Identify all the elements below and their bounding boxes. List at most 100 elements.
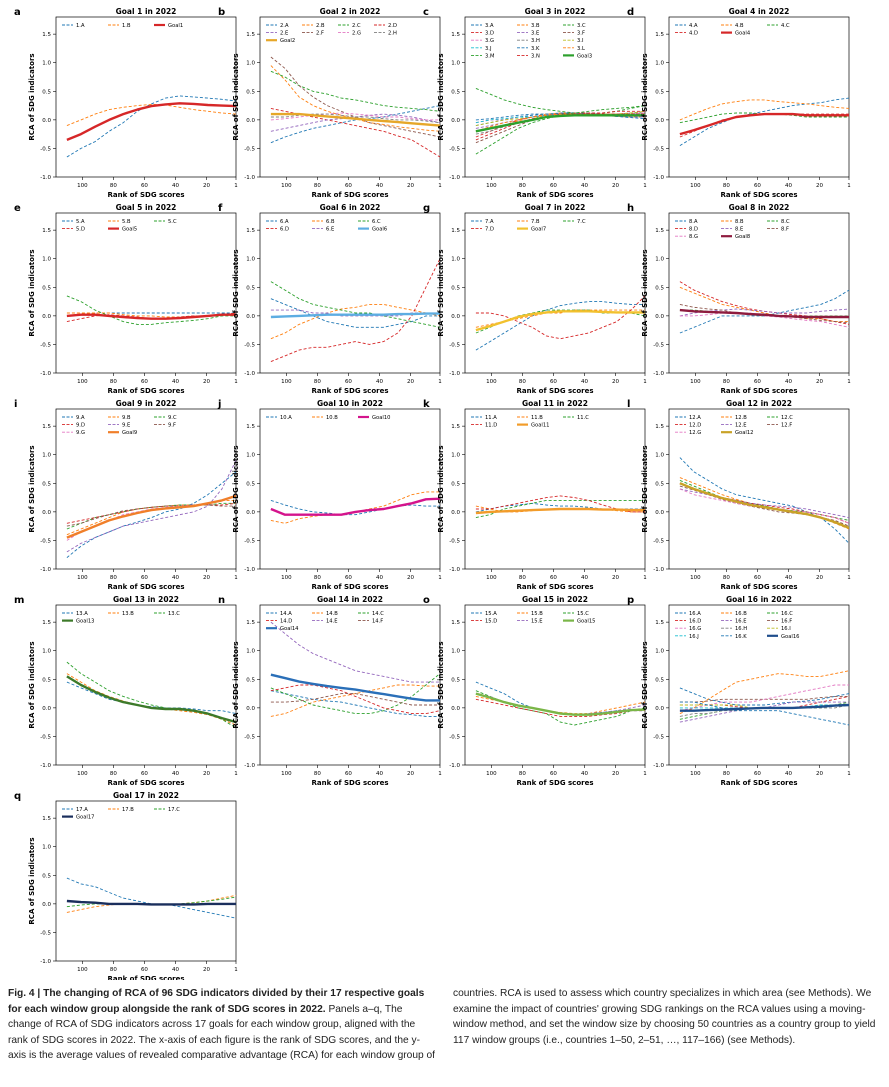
series-line-7.B: [475, 309, 645, 328]
series-line-14.E: [270, 621, 440, 683]
legend-label: 8.D: [689, 227, 698, 233]
y-tick-label: -0.5: [653, 734, 664, 740]
legend-label: 9.A: [76, 415, 85, 421]
legend-label: Goal5: [122, 227, 137, 233]
y-tick-label: 1.5: [246, 228, 255, 234]
y-tick-label: -1.0: [244, 763, 255, 769]
x-tick-label: 20: [407, 575, 414, 581]
series-line-1.B: [66, 103, 236, 127]
y-axis-label: RCA of SDG indicators: [641, 53, 649, 140]
series-group: [475, 295, 645, 351]
x-tick-label: 100: [690, 771, 701, 777]
y-tick-label: 1.0: [246, 61, 255, 67]
legend-label: 14.F: [372, 619, 383, 625]
y-tick-label: 0.5: [42, 873, 51, 879]
x-tick-label: 60: [754, 183, 761, 189]
y-tick-label: 0.5: [42, 677, 51, 683]
legend-label: 2.B: [316, 23, 325, 29]
plot-frame: [259, 212, 441, 374]
series-line-16.G: [679, 684, 849, 712]
x-axis-label: Rank of SDG scores: [107, 191, 184, 199]
y-tick-label: 0.0: [42, 902, 51, 908]
series-line-Goal10: [270, 497, 440, 516]
panel-a: a Goal 1 in 2022 -1.0 -0.5 0.0 0.5 1.0 1.5 100 80…: [14, 7, 238, 199]
y-tick-label: -1.0: [653, 371, 664, 377]
series-group: [66, 295, 236, 325]
legend-label: 5.B: [122, 219, 131, 225]
legend-label: 17.B: [122, 807, 134, 813]
x-tick-label: 20: [203, 967, 210, 973]
x-tick-label: 80: [519, 183, 526, 189]
legend-label: 16.B: [735, 611, 747, 617]
x-tick-label: 60: [345, 183, 352, 189]
legend-label: 7.C: [577, 219, 586, 225]
plot-frame: [55, 212, 237, 374]
y-tick-label: 0.5: [451, 285, 460, 291]
series-line-6.C: [270, 281, 440, 328]
series-line-Goal13: [66, 675, 236, 724]
x-tick-label: 40: [376, 575, 383, 581]
y-tick-label: 1.5: [246, 424, 255, 430]
legend-label: 3.B: [531, 23, 540, 29]
x-tick-label: 60: [345, 575, 352, 581]
x-axis-label: Rank of SDG scores: [107, 975, 184, 980]
legend-label: 7.B: [531, 219, 540, 225]
series-line-17.A: [66, 877, 236, 919]
y-tick-label: -1.0: [40, 763, 51, 769]
y-tick-label: 1.0: [655, 453, 664, 459]
y-tick-label: -0.5: [653, 342, 664, 348]
x-tick-label: 60: [345, 771, 352, 777]
x-tick-label: 100: [77, 967, 88, 973]
series-line-2.C: [270, 70, 440, 112]
panel-letter: e: [14, 203, 21, 214]
x-tick-label: 60: [754, 771, 761, 777]
x-tick-label: 40: [376, 771, 383, 777]
legend-label: 3.J: [485, 46, 492, 52]
x-tick-label: 80: [110, 771, 117, 777]
panel-letter: h: [627, 203, 634, 214]
y-tick-label: 0.0: [655, 118, 664, 124]
series-line-5.A: [66, 312, 236, 317]
x-axis-label: Rank of SDG scores: [107, 387, 184, 395]
panel-letter: i: [14, 399, 17, 410]
legend-label: 13.A: [76, 611, 88, 617]
y-axis-label: RCA of SDG indicators: [232, 249, 240, 336]
plot-frame: [55, 408, 237, 570]
x-axis-label: Rank of SDG scores: [720, 583, 797, 591]
x-tick-label: 40: [172, 379, 179, 385]
x-tick-label: 40: [172, 967, 179, 973]
y-tick-label: -0.5: [244, 538, 255, 544]
panel-letter: q: [14, 791, 21, 802]
y-axis-label: RCA of SDG indicators: [232, 641, 240, 728]
y-axis-label: RCA of SDG indicators: [437, 641, 445, 728]
y-tick-label: 0.5: [246, 677, 255, 683]
panel-title: Goal 8 in 2022: [729, 203, 790, 212]
y-tick-label: 1.0: [42, 453, 51, 459]
series-line-14.C: [270, 673, 440, 715]
x-tick-label: 100: [486, 379, 497, 385]
panel-letter: o: [423, 595, 430, 606]
plot-frame: [464, 16, 646, 178]
x-tick-label: 20: [407, 379, 414, 385]
y-tick-label: 0.0: [451, 706, 460, 712]
y-tick-label: -0.5: [244, 146, 255, 152]
y-tick-label: 1.0: [451, 61, 460, 67]
panel-n: n Goal 14 in 2022 -1.0 -0.5 0.0 0.5 1.0 1.5 100 8…: [218, 595, 442, 787]
y-tick-label: 0.5: [655, 481, 664, 487]
legend-label: 16.G: [689, 626, 701, 632]
x-axis-label: Rank of SDG scores: [516, 191, 593, 199]
legend-label: Goal3: [577, 53, 592, 59]
y-tick-label: 1.5: [655, 424, 664, 430]
y-axis-label: RCA of SDG indicators: [28, 249, 36, 336]
y-tick-label: 0.5: [246, 285, 255, 291]
series-line-8.G: [679, 312, 849, 328]
x-tick-label: 20: [816, 575, 823, 581]
legend-label: 11.B: [531, 415, 543, 421]
x-tick-label: 20: [203, 771, 210, 777]
legend-label: 16.D: [689, 619, 701, 625]
x-tick-label: 100: [690, 183, 701, 189]
y-tick-label: 1.5: [42, 424, 51, 430]
legend-label: 15.A: [485, 611, 497, 617]
series-line-6.D: [270, 258, 440, 363]
legend-label: 4.D: [689, 31, 698, 37]
